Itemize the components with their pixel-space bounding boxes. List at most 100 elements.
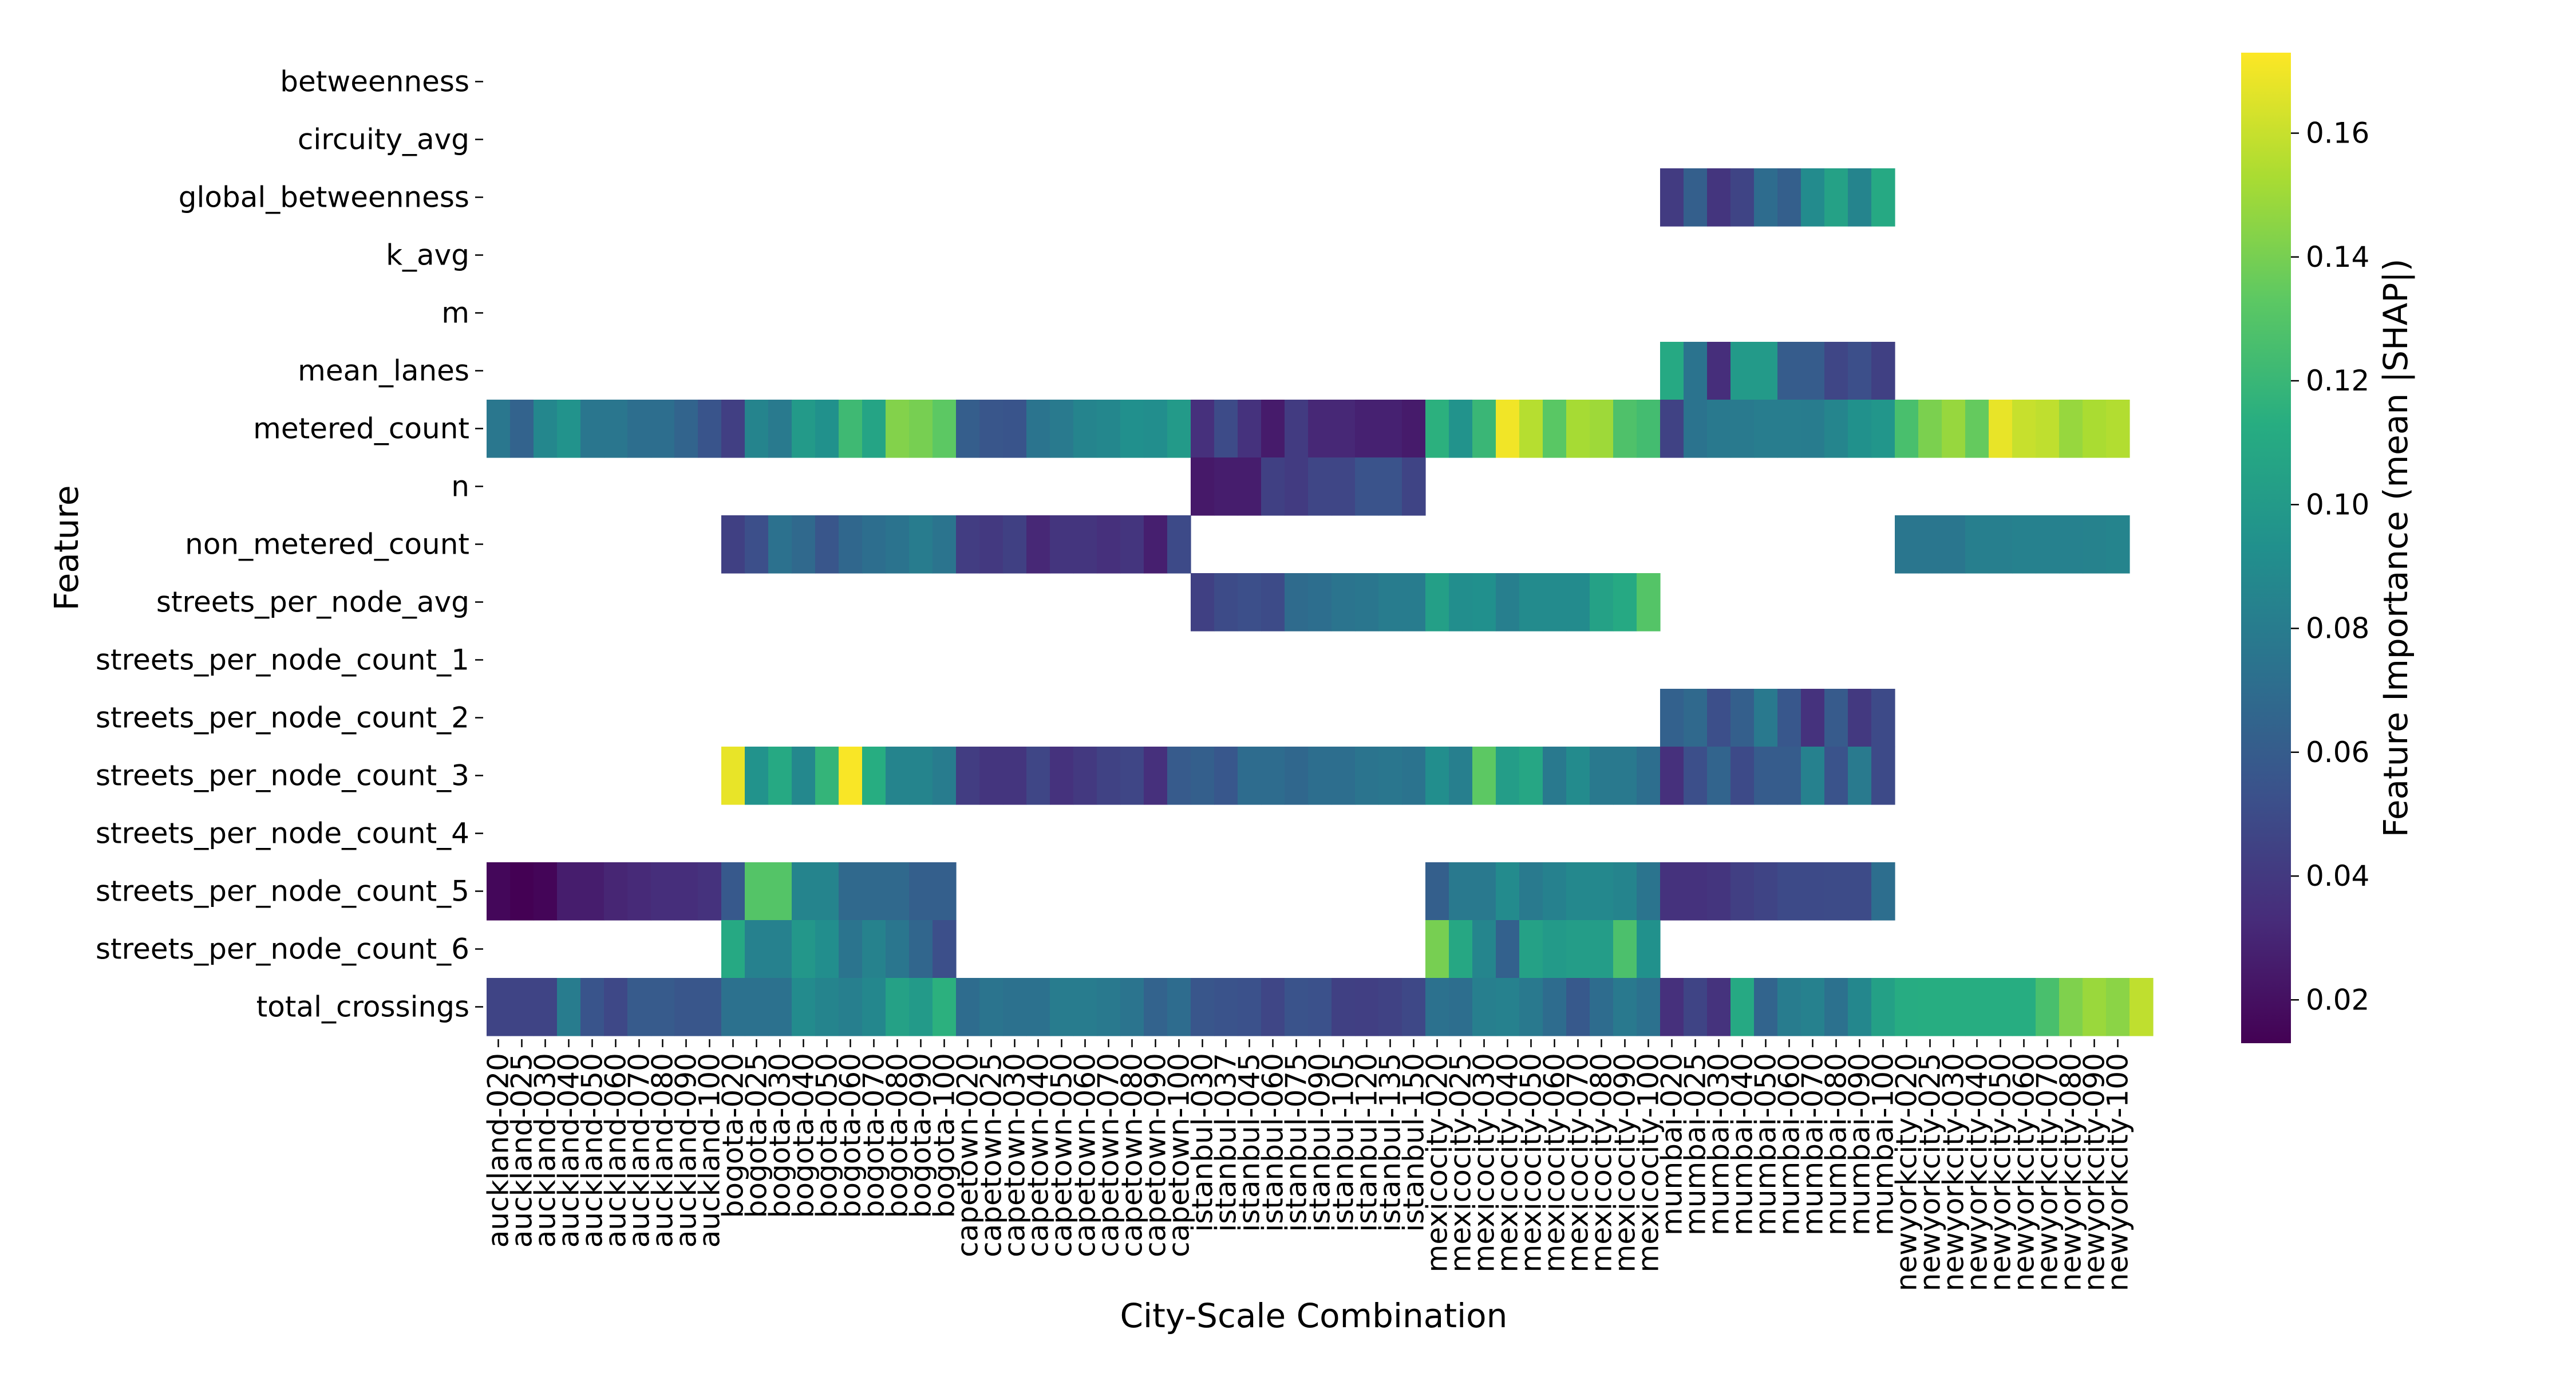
heatmap-cell xyxy=(1707,747,1731,805)
x-tick-label: newyorkcity-090 xyxy=(2078,1053,2111,1291)
heatmap-cell xyxy=(1707,862,1731,921)
heatmap-cell xyxy=(1285,400,1309,458)
heatmap-cell xyxy=(1566,862,1590,921)
heatmap-cell xyxy=(1378,573,1402,632)
heatmap-cell xyxy=(721,400,745,458)
heatmap-cell xyxy=(792,747,816,805)
heatmap-cell xyxy=(627,400,651,458)
heatmap-cell xyxy=(1355,400,1379,458)
heatmap-cell xyxy=(1895,400,1919,458)
heatmap-cell xyxy=(1684,862,1708,921)
heatmap-cell xyxy=(1543,747,1567,805)
heatmap-cell xyxy=(1449,978,1473,1036)
heatmap-cell xyxy=(1871,862,1895,921)
heatmap-cell xyxy=(1308,573,1332,632)
x-tick-label: capetown-050 xyxy=(1045,1053,1078,1257)
x-tick-label: auckland-070 xyxy=(623,1053,656,1248)
x-tick-label: mumbai-030 xyxy=(1702,1053,1736,1236)
heatmap-cell xyxy=(1285,747,1309,805)
heatmap-cell xyxy=(1777,168,1801,227)
heatmap-cell xyxy=(510,400,534,458)
x-tick-label: mexicocity-020 xyxy=(1421,1053,1454,1272)
heatmap-cell xyxy=(1684,978,1708,1036)
heatmap-cell xyxy=(886,515,910,574)
heatmap-cell xyxy=(815,862,839,921)
x-tick-label: mumbai-040 xyxy=(1726,1053,1759,1236)
heatmap-cell xyxy=(1519,862,1543,921)
x-tick-label: mexicocity-025 xyxy=(1444,1053,1477,1272)
heatmap-cell xyxy=(1848,342,1872,400)
heatmap-cell xyxy=(1191,400,1215,458)
heatmap-cell xyxy=(1895,515,1919,574)
heatmap-cell xyxy=(839,862,863,921)
heatmap-cell xyxy=(1801,978,1825,1036)
heatmap-cell xyxy=(1003,515,1027,574)
heatmap-cell xyxy=(1871,747,1895,805)
heatmap-cell xyxy=(768,920,792,979)
x-tick-label: istanbul-030 xyxy=(1186,1053,1219,1232)
heatmap-cell xyxy=(1848,400,1872,458)
heatmap-cell xyxy=(1449,400,1473,458)
heatmap-cell xyxy=(534,400,558,458)
heatmap-cell xyxy=(1191,747,1215,805)
heatmap-cell xyxy=(1425,862,1449,921)
x-tick-label: auckland-050 xyxy=(576,1053,609,1248)
heatmap-cell xyxy=(1801,747,1825,805)
heatmap-cell xyxy=(1261,573,1285,632)
heatmap-cell xyxy=(1402,457,1426,516)
heatmap-cell xyxy=(768,862,792,921)
heatmap-cell xyxy=(1238,400,1262,458)
heatmap-cell xyxy=(933,920,957,979)
heatmap-cell xyxy=(1730,168,1755,227)
heatmap-cell xyxy=(1308,457,1332,516)
heatmap-cell xyxy=(1824,689,1848,747)
y-tick-label: m xyxy=(441,297,469,330)
heatmap-cell xyxy=(1824,342,1848,400)
x-tick-label: mumbai-090 xyxy=(1843,1053,1876,1236)
heatmap-cell xyxy=(1496,862,1520,921)
heatmap-cell xyxy=(1332,457,1356,516)
heatmap-cell xyxy=(1801,689,1825,747)
heatmap-cell xyxy=(792,400,816,458)
heatmap-cell xyxy=(815,747,839,805)
heatmap-cell xyxy=(1425,978,1449,1036)
heatmap-cell xyxy=(1637,573,1661,632)
x-tick-label: newyorkcity-040 xyxy=(1961,1053,1994,1291)
x-tick-label: mumbai-070 xyxy=(1796,1053,1830,1236)
heatmap-cell xyxy=(1965,515,1989,574)
heatmap-cell xyxy=(1777,747,1801,805)
heatmap-cell xyxy=(909,747,933,805)
x-tick-label: newyorkcity-070 xyxy=(2031,1053,2064,1291)
heatmap-cell xyxy=(1285,573,1309,632)
heatmap-cell xyxy=(1684,168,1708,227)
heatmap-cell xyxy=(909,862,933,921)
heatmap-cell xyxy=(1026,515,1050,574)
colorbar-tick-label: 0.02 xyxy=(2306,983,2369,1016)
heatmap-cell xyxy=(674,978,698,1036)
heatmap-cell xyxy=(768,515,792,574)
heatmap-cell xyxy=(1519,920,1543,979)
heatmap-cell xyxy=(745,400,769,458)
x-tick-label: capetown-025 xyxy=(975,1053,1008,1257)
y-tick-label: streets_per_node_count_1 xyxy=(96,644,469,677)
x-tick-label: newyorkcity-030 xyxy=(1937,1053,1970,1291)
x-tick-label: mumbai-100 xyxy=(1867,1053,1900,1236)
heatmap-cell xyxy=(1824,400,1848,458)
heatmap-cell xyxy=(1801,342,1825,400)
heatmap-cell xyxy=(1191,978,1215,1036)
heatmap-cell xyxy=(1238,573,1262,632)
x-tick-label: mexicocity-080 xyxy=(1585,1053,1618,1272)
heatmap-cell xyxy=(1496,400,1520,458)
heatmap-cell xyxy=(1684,689,1708,747)
heatmap-cell xyxy=(1777,689,1801,747)
heatmap-cell xyxy=(1167,978,1191,1036)
heatmap-cell xyxy=(1543,920,1567,979)
heatmap-cell xyxy=(768,747,792,805)
heatmap-cell xyxy=(580,400,605,458)
x-tick-label: mexicocity-040 xyxy=(1491,1053,1524,1272)
heatmap-cell xyxy=(2083,515,2107,574)
heatmap-cell xyxy=(1590,978,1614,1036)
heatmap-cell xyxy=(1308,400,1332,458)
heatmap-cell xyxy=(1684,342,1708,400)
heatmap-cell xyxy=(792,978,816,1036)
